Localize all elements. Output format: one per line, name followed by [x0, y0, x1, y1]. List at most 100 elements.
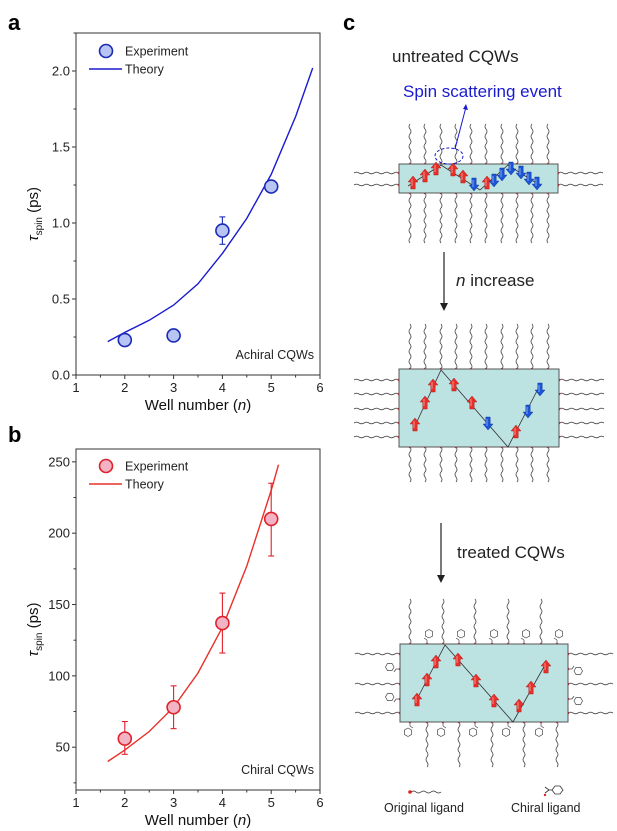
experiment-point — [215, 615, 230, 631]
ligand-chain — [557, 171, 604, 175]
diagram-c: untreated CQWs Spin scattering event n i… — [353, 47, 614, 815]
ligand-chain — [567, 652, 614, 656]
spin-arrow-shape — [496, 167, 508, 182]
ligand-chain — [439, 123, 443, 165]
panel-label-a: a — [8, 10, 21, 35]
spin-up-arrow-icon — [430, 654, 442, 669]
ligand-chain — [353, 183, 400, 187]
ligand-chain — [500, 323, 504, 370]
n-increase-label: n increase — [456, 271, 534, 290]
plot-frame — [75, 32, 321, 376]
spin-arrow-shape — [448, 377, 460, 392]
chiral-ligand-icon — [543, 785, 564, 797]
ligand-chain — [441, 598, 445, 645]
ligand-chain — [353, 171, 400, 175]
spin-arrow-shape — [419, 168, 431, 183]
ligand-chain — [439, 192, 443, 244]
y-axis-title: τspin (ps) — [25, 603, 45, 657]
spin-arrow-shape — [452, 652, 464, 667]
spin-up-arrow-icon — [513, 698, 525, 713]
ligand-legend: Original ligand Chiral ligand — [384, 785, 581, 815]
spin-arrow-shape — [457, 169, 469, 184]
spin-up-arrow-icon — [430, 161, 442, 176]
legend-theory-label: Theory — [125, 63, 165, 77]
chiral-ligand — [385, 693, 400, 703]
ligand-chain — [408, 123, 412, 165]
y-tick-label: 1.0 — [52, 216, 70, 231]
spin-arrow-shape — [488, 693, 500, 708]
spin-down-arrow-icon — [496, 167, 508, 182]
chiral-ligand — [553, 629, 563, 644]
ligand-chain — [353, 392, 400, 396]
ligand-chain — [408, 446, 412, 483]
ligand-chain — [408, 598, 412, 645]
ligand-chain — [546, 323, 550, 370]
chiral-ring — [522, 629, 530, 639]
chiral-bond — [474, 725, 479, 729]
spin-up-arrow-icon — [407, 175, 419, 190]
x-tick-label: 1 — [72, 795, 79, 810]
ligand-chain — [457, 721, 461, 768]
scattering-pointer — [454, 106, 467, 150]
spin-down-arrow-icon — [523, 171, 535, 186]
ligand-chain — [454, 192, 458, 244]
spin-arrow-shape — [447, 162, 459, 177]
legend-experiment-label: Experiment — [125, 460, 189, 474]
chart-annotation: Achiral CQWs — [236, 348, 314, 362]
spin-up-arrow-icon — [466, 395, 478, 410]
ligand-chain — [423, 446, 427, 483]
spin-arrow-shape — [510, 424, 522, 439]
chiral-bond — [409, 725, 414, 729]
y-tick-label: 250 — [48, 454, 70, 469]
spin-down-arrow-icon — [488, 173, 500, 188]
y-tick-label: 50 — [56, 740, 70, 755]
spin-up-arrow-icon — [488, 693, 500, 708]
spin-arrow-shape — [421, 672, 433, 687]
spin-arrow-shape — [523, 171, 535, 186]
legend-experiment-marker — [98, 43, 114, 59]
spin-arrow-shape — [482, 416, 494, 431]
experiment-point — [117, 332, 133, 348]
original-ligand-label: Original ligand — [384, 801, 464, 815]
spin-arrow-shape — [430, 161, 442, 176]
x-tick-label: 1 — [72, 380, 79, 395]
ligand-chain — [484, 192, 488, 244]
chiral-bond — [571, 665, 575, 670]
chiral-ring — [385, 693, 395, 701]
ligand-chain — [439, 323, 443, 370]
spin-arrow-shape — [525, 680, 537, 695]
spin-arrow-shape — [534, 382, 546, 397]
ligand-chain — [454, 323, 458, 370]
spin-arrow-shape — [411, 692, 423, 707]
x-axis-title: Well number (n) — [145, 397, 251, 414]
spin-arrow-shape — [531, 176, 543, 191]
chiral-ring — [385, 663, 395, 671]
chiral-ring — [573, 697, 583, 705]
ligand-chain — [484, 123, 488, 165]
chiral-ring — [425, 629, 433, 639]
chiral-ligand — [520, 629, 530, 644]
cqw-untreated — [353, 104, 604, 244]
y-tick-label: 150 — [48, 597, 70, 612]
chart-a: 1 2 3 4 5 6 0.0 0.5 1.0 1.5 2.0 Well number (n) τspi… — [25, 32, 324, 414]
spin-down-arrow-icon — [515, 165, 527, 180]
ligand-chain — [408, 192, 412, 244]
ligand-chain — [558, 392, 605, 396]
ligand-chain — [439, 446, 443, 483]
chiral-bond — [455, 637, 460, 641]
spin-down-arrow-icon — [468, 177, 480, 192]
spin-arrow-shape — [540, 659, 552, 674]
spin-arrow-shape — [430, 654, 442, 669]
chiral-bond — [393, 698, 397, 703]
spin-down-arrow-icon — [482, 416, 494, 431]
ligand-chain — [500, 123, 504, 165]
y-axis-title: τspin (ps) — [25, 187, 45, 241]
chiral-bond — [488, 637, 493, 641]
ligand-chain — [354, 711, 401, 715]
ligand-chain — [506, 598, 510, 645]
plot-frame — [75, 448, 321, 791]
ligand-chain — [558, 407, 605, 411]
ligand-chain — [454, 446, 458, 483]
ligand-chain — [484, 446, 488, 483]
ligand-chain — [546, 192, 550, 244]
